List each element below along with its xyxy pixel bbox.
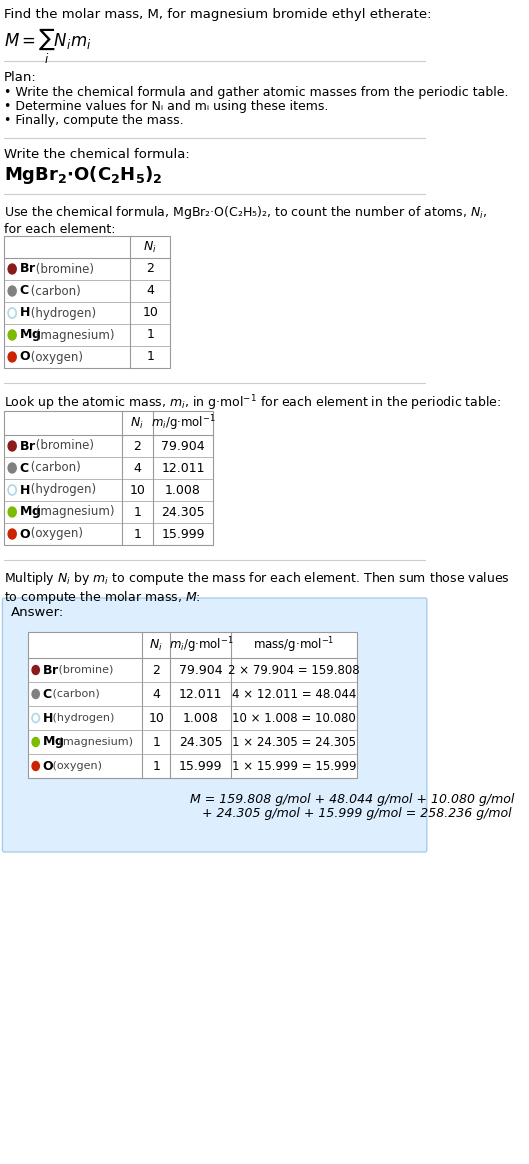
Text: $m_i$/g·mol$^{-1}$: $m_i$/g·mol$^{-1}$	[151, 413, 215, 433]
Text: 24.305: 24.305	[161, 505, 205, 518]
Text: 2 × 79.904 = 159.808: 2 × 79.904 = 159.808	[229, 663, 360, 676]
Text: (magnesium): (magnesium)	[32, 505, 115, 518]
Circle shape	[8, 264, 16, 274]
Text: $\mathbf{H}$: $\mathbf{H}$	[42, 711, 53, 724]
Text: 15.999: 15.999	[161, 527, 205, 540]
Text: (carbon): (carbon)	[50, 689, 101, 700]
Text: $\mathbf{O}$: $\mathbf{O}$	[20, 350, 31, 363]
Text: $\mathbf{Br}$: $\mathbf{Br}$	[20, 263, 37, 276]
Text: 2: 2	[152, 663, 160, 676]
Text: 12.011: 12.011	[161, 461, 205, 475]
Text: $N_i$: $N_i$	[149, 638, 163, 653]
Text: $\mathbf{O}$: $\mathbf{O}$	[42, 759, 54, 773]
Text: 1 × 15.999 = 15.999: 1 × 15.999 = 15.999	[232, 759, 357, 773]
Text: 1: 1	[133, 505, 141, 518]
Circle shape	[32, 738, 39, 746]
Circle shape	[32, 689, 39, 698]
Text: $\mathregular{MgBr_2{\cdot}O(C_2H_5)_2}$: $\mathregular{MgBr_2{\cdot}O(C_2H_5)_2}$	[4, 164, 162, 186]
Text: (oxygen): (oxygen)	[50, 761, 103, 771]
Text: $m_i$/g·mol$^{-1}$: $m_i$/g·mol$^{-1}$	[169, 636, 233, 655]
Text: 10: 10	[129, 483, 145, 497]
Bar	[4, 411, 213, 545]
Text: 2: 2	[133, 440, 141, 453]
Circle shape	[8, 528, 16, 539]
Text: M = 159.808 g/mol + 48.044 g/mol + 10.080 g/mol: M = 159.808 g/mol + 48.044 g/mol + 10.08…	[190, 793, 515, 805]
Text: 1: 1	[146, 328, 154, 341]
Text: 2: 2	[146, 263, 154, 276]
Text: • Write the chemical formula and gather atomic masses from the periodic table.: • Write the chemical formula and gather …	[4, 86, 508, 99]
Text: 10 × 1.008 = 10.080: 10 × 1.008 = 10.080	[232, 711, 356, 724]
Text: (hydrogen): (hydrogen)	[27, 306, 96, 319]
Text: 1 × 24.305 = 24.305: 1 × 24.305 = 24.305	[232, 736, 356, 748]
Text: 1.008: 1.008	[165, 483, 201, 497]
Text: 1: 1	[152, 736, 160, 748]
Text: $M = \sum_i N_i m_i$: $M = \sum_i N_i m_i$	[4, 26, 92, 66]
Text: (oxygen): (oxygen)	[27, 527, 83, 540]
Text: $\mathbf{H}$: $\mathbf{H}$	[20, 483, 31, 497]
Text: $\mathbf{O}$: $\mathbf{O}$	[20, 527, 31, 540]
Text: 12.011: 12.011	[179, 688, 223, 701]
Circle shape	[8, 441, 16, 450]
Text: (carbon): (carbon)	[27, 284, 80, 298]
Text: $\mathbf{Br}$: $\mathbf{Br}$	[20, 440, 37, 453]
Text: Use the chemical formula, MgBr₂·O(C₂H₅)₂, to count the number of atoms, $N_i$,
f: Use the chemical formula, MgBr₂·O(C₂H₅)₂…	[4, 204, 487, 236]
Text: Look up the atomic mass, $m_i$, in g·mol$^{-1}$ for each element in the periodic: Look up the atomic mass, $m_i$, in g·mol…	[4, 393, 501, 412]
Text: 1.008: 1.008	[183, 711, 219, 724]
Text: (bromine): (bromine)	[32, 440, 95, 453]
Text: 1: 1	[152, 759, 160, 773]
Text: (bromine): (bromine)	[32, 263, 95, 276]
Bar	[29, 632, 357, 778]
Text: 4: 4	[133, 461, 141, 475]
Text: $\mathbf{Br}$: $\mathbf{Br}$	[42, 663, 60, 676]
Circle shape	[32, 666, 39, 674]
Text: $\mathbf{Mg}$: $\mathbf{Mg}$	[42, 734, 65, 750]
Text: $N_i$: $N_i$	[130, 416, 144, 431]
Text: + 24.305 g/mol + 15.999 g/mol = 258.236 g/mol: + 24.305 g/mol + 15.999 g/mol = 258.236 …	[202, 807, 511, 819]
Text: $\mathbf{H}$: $\mathbf{H}$	[20, 306, 31, 319]
Text: 4 × 12.011 = 48.044: 4 × 12.011 = 48.044	[232, 688, 357, 701]
Text: 24.305: 24.305	[179, 736, 223, 748]
Text: $\mathbf{Mg}$: $\mathbf{Mg}$	[20, 327, 42, 343]
Text: • Determine values for Nᵢ and mᵢ using these items.: • Determine values for Nᵢ and mᵢ using t…	[4, 100, 329, 113]
Text: Multiply $N_i$ by $m_i$ to compute the mass for each element. Then sum those val: Multiply $N_i$ by $m_i$ to compute the m…	[4, 570, 510, 606]
Text: $N_i$: $N_i$	[143, 240, 157, 255]
Text: 4: 4	[146, 284, 154, 298]
Text: $\mathbf{C}$: $\mathbf{C}$	[20, 461, 30, 475]
Text: Answer:: Answer:	[11, 606, 64, 619]
Text: $\mathbf{C}$: $\mathbf{C}$	[20, 284, 30, 298]
Text: (hydrogen): (hydrogen)	[27, 483, 96, 497]
Text: 79.904: 79.904	[161, 440, 205, 453]
Text: Plan:: Plan:	[4, 71, 37, 84]
Text: 1: 1	[133, 527, 141, 540]
Circle shape	[8, 508, 16, 517]
Text: 1: 1	[146, 350, 154, 363]
Circle shape	[8, 331, 16, 340]
Text: 10: 10	[142, 306, 158, 319]
Text: 4: 4	[152, 688, 160, 701]
Text: Write the chemical formula:: Write the chemical formula:	[4, 148, 190, 161]
FancyBboxPatch shape	[3, 598, 427, 852]
Text: 79.904: 79.904	[179, 663, 223, 676]
Text: (magnesium): (magnesium)	[32, 328, 115, 341]
Text: • Finally, compute the mass.: • Finally, compute the mass.	[4, 114, 184, 127]
Text: $\mathbf{C}$: $\mathbf{C}$	[42, 688, 52, 701]
Text: Find the molar mass, M, for magnesium bromide ethyl etherate:: Find the molar mass, M, for magnesium br…	[4, 8, 432, 21]
Bar	[4, 236, 170, 368]
Text: (hydrogen): (hydrogen)	[50, 714, 115, 723]
Text: 10: 10	[148, 711, 164, 724]
Text: (bromine): (bromine)	[55, 665, 114, 675]
Circle shape	[8, 463, 16, 473]
Text: (oxygen): (oxygen)	[27, 350, 83, 363]
Text: 15.999: 15.999	[179, 759, 223, 773]
Text: mass/g·mol$^{-1}$: mass/g·mol$^{-1}$	[253, 636, 335, 655]
Circle shape	[32, 761, 39, 771]
Text: (magnesium): (magnesium)	[55, 737, 133, 747]
Circle shape	[8, 352, 16, 362]
Text: (carbon): (carbon)	[27, 461, 80, 475]
Text: $\mathbf{Mg}$: $\mathbf{Mg}$	[20, 504, 42, 520]
Circle shape	[8, 286, 16, 296]
